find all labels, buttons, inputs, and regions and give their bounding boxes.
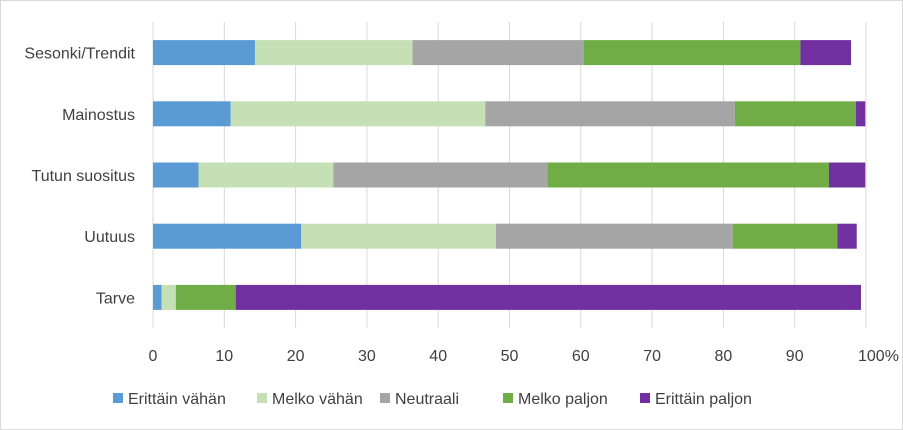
bars (153, 40, 866, 310)
x-axis-ticks: 0 10 20 30 40 50 60 70 80 90 100% (149, 348, 899, 365)
bar-segment (230, 101, 486, 127)
bar-segment (333, 162, 548, 188)
bar-segment (198, 162, 334, 188)
x-tick-label: 90 (786, 348, 804, 365)
category-label: Uutuus (84, 229, 135, 246)
legend-label: Neutraali (395, 391, 459, 408)
x-tick-label: 60 (572, 348, 590, 365)
legend: Erittäin vähän Melko vähän Neutraali Melko … (113, 391, 752, 408)
x-tick-label: 40 (429, 348, 447, 365)
legend-swatch (503, 393, 513, 403)
bar-segment (734, 101, 857, 127)
x-tick-label: 100% (858, 348, 899, 365)
x-tick-label: 0 (149, 348, 158, 365)
bar-segment (412, 40, 584, 66)
bar-segment (828, 162, 866, 188)
bar-segment (856, 101, 866, 127)
bar-segment (547, 162, 829, 188)
x-tick-label: 80 (715, 348, 733, 365)
x-tick-label: 20 (287, 348, 305, 365)
category-label: Tarve (96, 290, 135, 307)
bar-segment (153, 223, 302, 249)
bar-segment (235, 284, 862, 310)
bar-segment (254, 40, 413, 66)
bar-segment (800, 40, 852, 66)
legend-swatch (257, 393, 267, 403)
bar-segment (161, 284, 176, 310)
legend-label: Erittäin paljon (655, 391, 752, 408)
category-label: Tutun suositus (32, 168, 135, 185)
legend-swatch (113, 393, 123, 403)
bar-segment (583, 40, 801, 66)
bar-segment (153, 162, 199, 188)
category-labels: Sesonki/Trendit Mainostus Tutun suositus Uu… (24, 46, 135, 308)
bar-segment (732, 223, 838, 249)
bar-segment (837, 223, 857, 249)
x-tick-label: 70 (643, 348, 661, 365)
category-label: Sesonki/Trendit (24, 46, 135, 63)
category-label: Mainostus (62, 107, 135, 124)
bar-segment (485, 101, 735, 127)
bar-segment (153, 101, 231, 127)
legend-label: Melko vähän (272, 391, 363, 408)
x-tick-label: 10 (215, 348, 233, 365)
x-tick-label: 50 (501, 348, 519, 365)
legend-swatch (640, 393, 650, 403)
bar-segment (153, 40, 255, 66)
bar-segment (175, 284, 236, 310)
legend-swatch (380, 393, 390, 403)
legend-label: Erittäin vähän (128, 391, 226, 408)
bar-segment (495, 223, 733, 249)
x-tick-label: 30 (358, 348, 376, 365)
bar-segment (153, 284, 162, 310)
legend-label: Melko paljon (518, 391, 608, 408)
bar-segment (301, 223, 496, 249)
